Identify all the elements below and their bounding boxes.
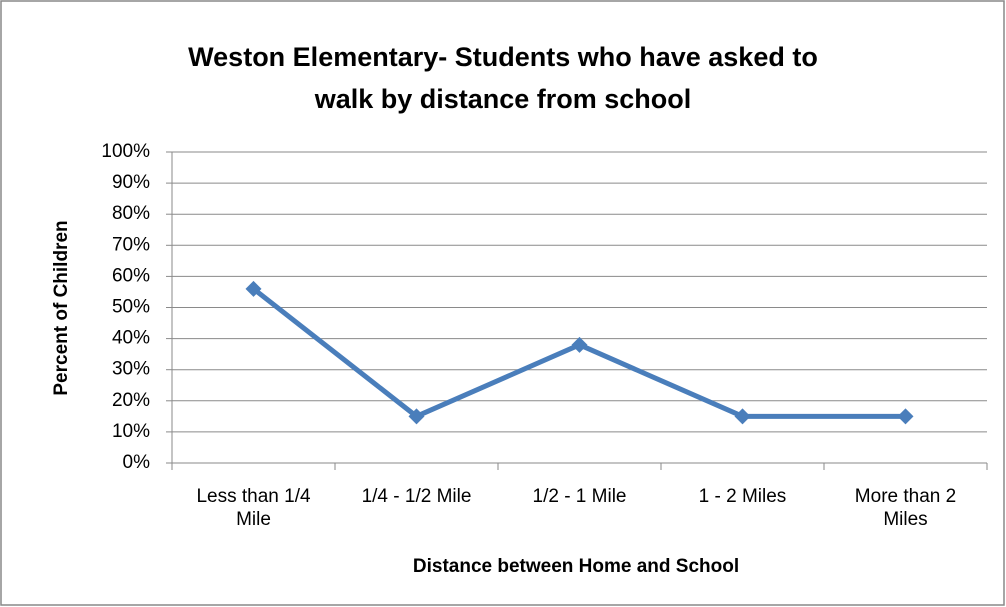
y-tick-label: 50% xyxy=(112,297,150,318)
marker xyxy=(571,336,588,353)
x-tick-label: 1/2 - 1 Mile xyxy=(532,486,627,507)
x-tick-label: 1 - 2 Miles xyxy=(698,486,787,507)
y-tick-label: 20% xyxy=(112,390,150,411)
y-tick-label: 70% xyxy=(112,234,150,255)
y-tick-label: 100% xyxy=(101,141,150,162)
marker xyxy=(408,408,425,425)
x-tick-label: Less than 1/4 Mile xyxy=(196,486,311,530)
y-tick-label: 30% xyxy=(112,359,150,380)
y-tick-label: 90% xyxy=(112,172,150,193)
x-tick-label: 1/4 - 1/2 Mile xyxy=(361,486,472,507)
chart-title: Weston Elementary- Students who have ask… xyxy=(188,42,818,114)
marker xyxy=(897,408,914,425)
y-tick-label: 40% xyxy=(112,328,150,349)
y-tick-label: 80% xyxy=(112,203,150,224)
marker xyxy=(734,408,751,425)
y-tick-label: 10% xyxy=(112,421,150,442)
y-axis-title: Percent of Children xyxy=(51,220,72,395)
x-tick-label: More than 2 Miles xyxy=(854,486,957,530)
y-tick-label: 0% xyxy=(123,452,151,473)
x-axis-title: Distance between Home and School xyxy=(412,556,740,577)
marker xyxy=(245,280,262,297)
y-tick-label: 60% xyxy=(112,265,150,286)
